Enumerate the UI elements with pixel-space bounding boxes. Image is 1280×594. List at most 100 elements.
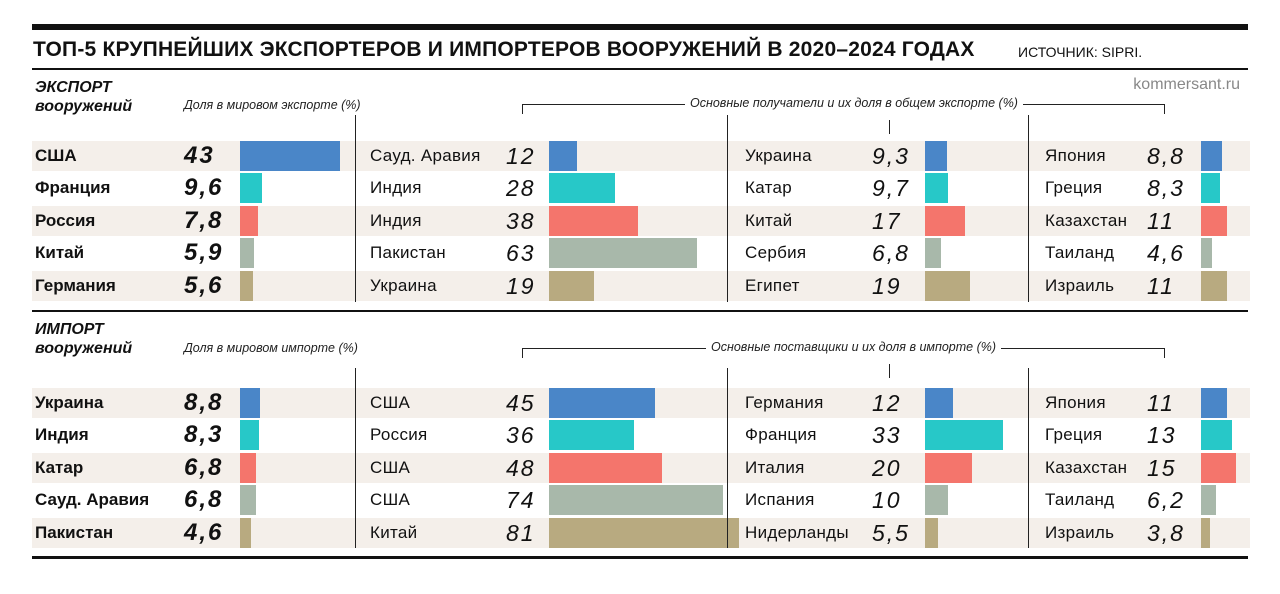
export-column-separator (355, 115, 356, 302)
import-share-label: Доля в мировом импорте (%) (184, 341, 358, 355)
import-country-name: Украина (35, 392, 104, 412)
export-country-name: Россия (35, 210, 96, 230)
import-partner-name: США (370, 392, 411, 412)
import-partner-name: Нидерланды (745, 522, 849, 542)
import-partner-value: 6,2 (1147, 487, 1185, 514)
import-partner-value: 74 (506, 487, 536, 514)
import-partner-bar (1201, 387, 1227, 418)
import-partner-bar (925, 485, 949, 516)
export-share-value: 5,6 (184, 271, 224, 299)
import-partner-bar (1201, 452, 1237, 483)
export-partner-value: 4,6 (1147, 240, 1185, 267)
import-partner-bar (549, 452, 662, 483)
export-partner-name: Греция (1045, 178, 1103, 198)
export-partner-name: Сауд. Аравия (370, 145, 481, 165)
export-country-name: Германия (35, 275, 116, 295)
import-country-name: Катар (35, 457, 84, 477)
import-share-value: 6,8 (184, 486, 224, 514)
export-partner-name: Украина (370, 275, 437, 295)
import-partner-name: Греция (1045, 425, 1103, 445)
import-share-value: 4,6 (184, 518, 224, 546)
import-partner-name: Китай (370, 522, 418, 542)
import-title-line2: вооружений (35, 340, 133, 357)
import-column-separator (1028, 368, 1029, 548)
import-partner-name: США (370, 490, 411, 510)
import-share-value: 8,8 (184, 388, 224, 416)
source-note: ИСТОЧНИК: SIPRI. (1018, 44, 1143, 60)
import-share-bar (240, 517, 251, 548)
import-section-title: ИМПОРТ вооружений (35, 320, 132, 358)
export-partner-bar (1201, 205, 1227, 236)
section-rule (32, 310, 1248, 312)
import-partner-bar (549, 517, 740, 548)
export-country-name: Китай (35, 243, 85, 263)
export-share-label: Доля в мировом экспорте (%) (184, 98, 361, 112)
export-partner-bar (925, 140, 947, 171)
export-partner-value: 63 (506, 240, 536, 267)
import-share-value: 6,8 (184, 453, 224, 481)
import-partner-value: 48 (506, 454, 536, 481)
site-credit: kommersant.ru (1133, 76, 1240, 93)
export-partner-name: Индия (370, 210, 422, 230)
import-partner-name: Италия (745, 457, 805, 477)
export-partner-bar (1201, 173, 1221, 204)
top-rule (32, 24, 1248, 30)
import-partner-bar (925, 420, 1003, 451)
export-partner-value: 11 (1147, 272, 1175, 299)
import-country-name: Сауд. Аравия (35, 490, 150, 510)
import-partner-value: 12 (872, 389, 902, 416)
import-partner-bar (925, 517, 938, 548)
export-partner-value: 19 (872, 272, 902, 299)
export-partner-name: Израиль (1045, 275, 1115, 295)
import-partner-value: 45 (506, 389, 536, 416)
import-country-name: Индия (35, 425, 89, 445)
import-partner-name: Япония (1045, 392, 1106, 412)
import-partner-name: Казахстан (1045, 457, 1128, 477)
export-partner-name: Китай (745, 210, 793, 230)
export-share-value: 5,9 (184, 239, 224, 267)
export-partner-bar (549, 173, 615, 204)
import-share-value: 8,3 (184, 421, 224, 449)
import-partner-bar (549, 485, 723, 516)
chart-title: ТОП-5 КРУПНЕЙШИХ ЭКСПОРТЕРОВ И ИМПОРТЕРО… (33, 38, 975, 61)
title-rule (32, 68, 1248, 70)
import-share-bar (240, 485, 256, 516)
export-partner-bar (925, 270, 970, 301)
export-share-bar (240, 205, 259, 236)
export-partner-bar (1201, 140, 1222, 171)
export-partner-value: 38 (506, 207, 536, 234)
export-partner-value: 12 (506, 142, 536, 169)
export-partner-bar (925, 238, 941, 269)
export-partner-name: Таиланд (1045, 243, 1115, 263)
import-partner-bar (549, 420, 634, 451)
import-partners-label: Основные поставщики и их доля в импорте … (706, 340, 1002, 354)
import-partner-name: Израиль (1045, 522, 1115, 542)
bottom-rule (32, 556, 1248, 559)
export-partner-name: Сербия (745, 243, 807, 263)
export-country-name: США (35, 145, 77, 165)
import-partner-value: 20 (872, 454, 902, 481)
export-partner-bar (925, 173, 948, 204)
export-partner-bar (1201, 270, 1227, 301)
import-partner-value: 11 (1147, 389, 1175, 416)
export-share-value: 43 (184, 141, 215, 169)
import-partner-bar (549, 387, 655, 418)
export-partner-value: 8,3 (1147, 175, 1185, 202)
export-column-separator (1028, 115, 1029, 302)
export-partner-name: Япония (1045, 145, 1106, 165)
export-share-bar (240, 140, 340, 171)
import-partner-value: 10 (872, 487, 902, 514)
export-partner-bar (549, 205, 639, 236)
export-partner-value: 19 (506, 272, 536, 299)
export-partner-value: 28 (506, 175, 536, 202)
export-partner-name: Украина (745, 145, 812, 165)
import-partner-name: Испания (745, 490, 815, 510)
export-partner-bar (925, 205, 965, 236)
export-share-value: 9,6 (184, 174, 224, 202)
import-share-bar (240, 452, 256, 483)
export-partner-name: Катар (745, 178, 792, 198)
import-partner-bar (925, 387, 954, 418)
import-partner-name: Таиланд (1045, 490, 1115, 510)
export-partner-name: Египет (745, 275, 800, 295)
import-partner-value: 15 (1147, 454, 1177, 481)
